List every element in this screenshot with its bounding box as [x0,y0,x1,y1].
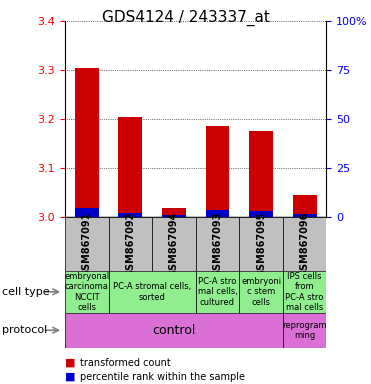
Text: reprogram
ming: reprogram ming [282,321,327,340]
Bar [206,126,230,217]
Text: GDS4124 / 243337_at: GDS4124 / 243337_at [102,10,269,26]
Text: percentile rank within the sample: percentile rank within the sample [80,372,245,382]
Text: cell type: cell type [2,287,49,297]
Bar [152,217,196,271]
Text: embryonal
carcinoma
NCCIT
cells: embryonal carcinoma NCCIT cells [64,272,109,312]
Bar [162,208,186,217]
Text: GSM867091: GSM867091 [82,211,92,276]
Bar [65,313,283,348]
Bar [293,214,317,217]
Text: transformed count: transformed count [80,358,171,368]
Bar [196,271,239,313]
Text: GSM867094: GSM867094 [169,211,179,276]
Text: GSM867093: GSM867093 [213,211,223,276]
Text: ■: ■ [65,372,75,382]
Bar [283,271,326,313]
Bar [118,117,142,217]
Bar [293,195,317,217]
Bar [109,271,196,313]
Bar [118,213,142,217]
Bar [109,217,152,271]
Bar [249,210,273,217]
Text: GSM867095: GSM867095 [256,211,266,276]
Text: GSM867096: GSM867096 [300,211,310,276]
Bar [239,217,283,271]
Bar [65,217,109,271]
Bar [162,215,186,217]
Bar [249,131,273,217]
Bar [206,210,230,217]
Bar [75,68,99,217]
Text: embryoni
c stem
cells: embryoni c stem cells [241,277,281,307]
Text: IPS cells
from
PC-A stro
mal cells: IPS cells from PC-A stro mal cells [286,272,324,312]
Text: ■: ■ [65,358,75,368]
Text: GSM867092: GSM867092 [125,211,135,276]
Text: protocol: protocol [2,325,47,335]
Text: PC-A stro
mal cells,
cultured: PC-A stro mal cells, cultured [198,277,237,307]
Text: control: control [152,324,196,337]
Bar [196,217,239,271]
Bar [239,271,283,313]
Text: PC-A stromal cells,
sorted: PC-A stromal cells, sorted [113,282,191,301]
Bar [283,313,326,348]
Bar [65,271,109,313]
Bar [283,217,326,271]
Bar [75,208,99,217]
